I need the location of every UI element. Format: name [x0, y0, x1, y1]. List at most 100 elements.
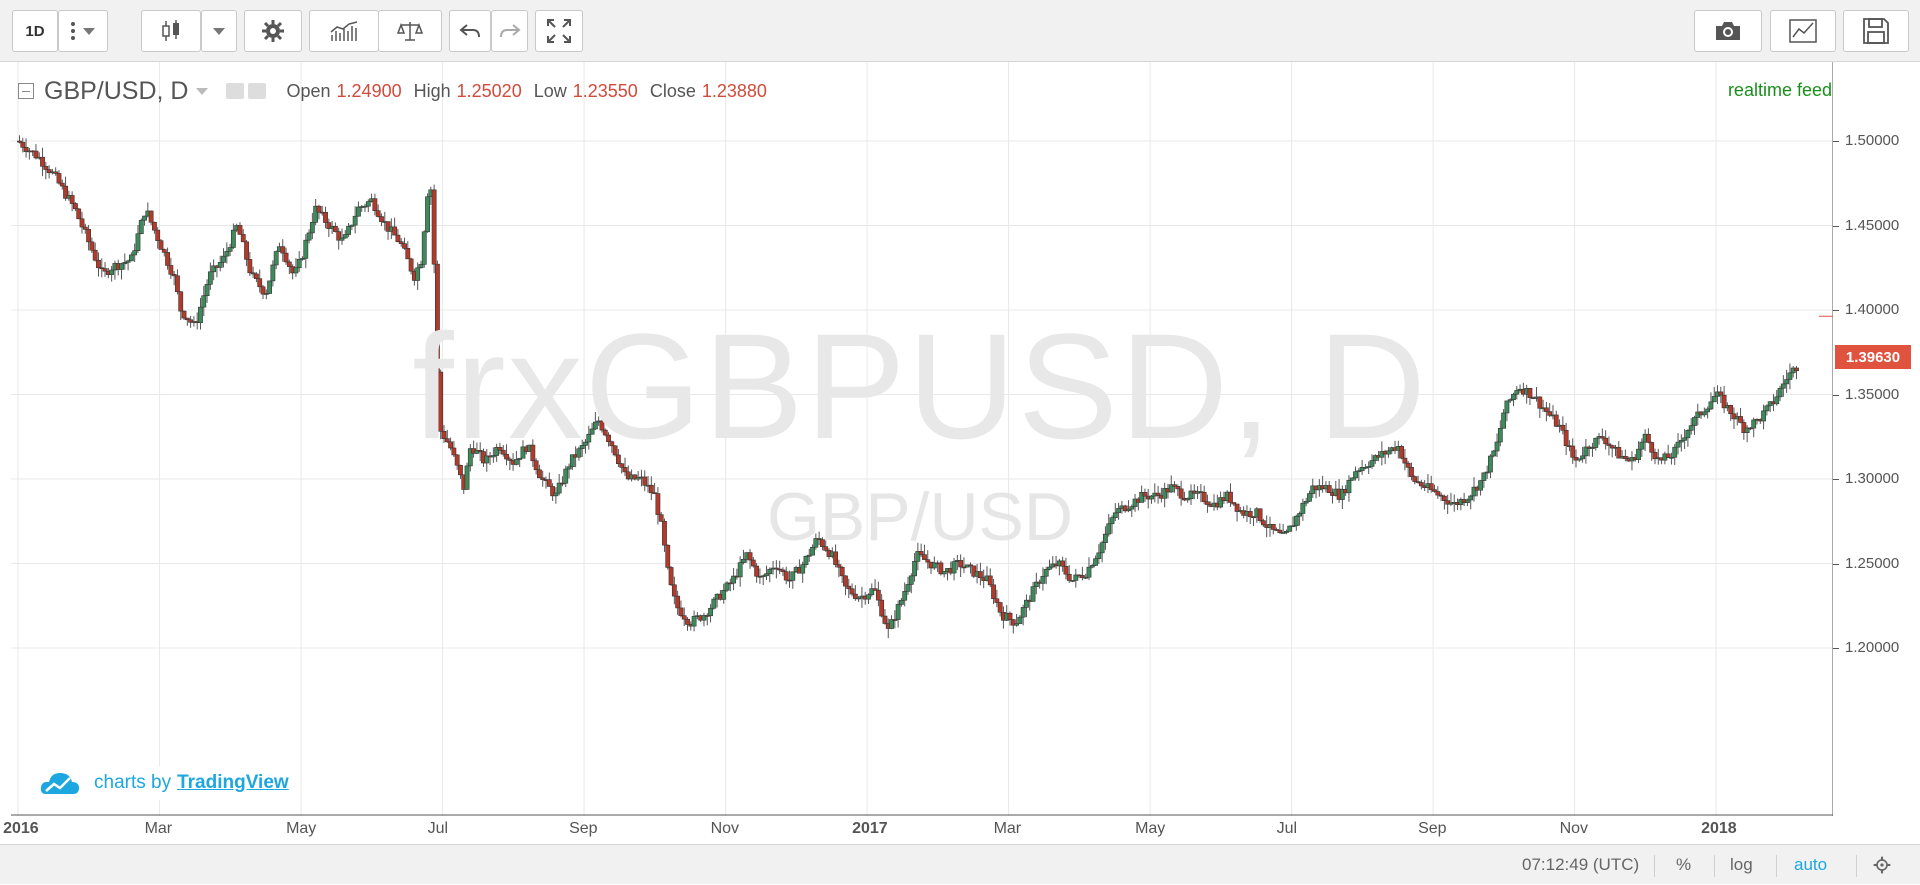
tradingview-link[interactable]: TradingView	[177, 772, 289, 793]
candle-body	[1583, 446, 1589, 457]
candle-body	[204, 284, 210, 297]
price-tick-label: 1.30000	[1845, 470, 1900, 487]
log-toggle[interactable]: log	[1730, 855, 1753, 874]
candle-body	[1590, 447, 1595, 449]
candle-body	[1728, 405, 1734, 415]
candle-body	[82, 226, 88, 230]
candle-body	[1070, 580, 1075, 582]
fullscreen-button[interactable]	[535, 10, 583, 52]
interval-button[interactable]: 1D	[12, 10, 58, 52]
time-tick-label: 2016	[3, 820, 39, 837]
candle-body	[56, 173, 62, 184]
candle-body	[517, 457, 523, 460]
candle-body	[1603, 437, 1609, 445]
candle-body	[971, 565, 977, 577]
chevron-down-icon[interactable]	[196, 87, 209, 95]
candle-body	[76, 208, 82, 220]
candle-body	[254, 273, 259, 279]
candle-body	[102, 268, 108, 272]
candle-body	[816, 538, 822, 540]
percent-toggle[interactable]: %	[1676, 855, 1692, 874]
candle-body	[1185, 498, 1191, 501]
candle-body	[300, 258, 305, 260]
snapshot-button[interactable]	[1694, 10, 1762, 52]
interval-dropdown-button[interactable]	[58, 10, 108, 52]
candle-body	[247, 259, 253, 274]
time-tick-label: 2018	[1701, 820, 1737, 837]
series-legend: GBP/USD, D Open 1.24900 High 1.25020 Low…	[18, 76, 779, 106]
settings-button[interactable]	[1872, 845, 1892, 885]
chart-style-button[interactable]	[141, 10, 201, 52]
candle-body	[1024, 599, 1029, 608]
candle-body	[635, 477, 641, 480]
save-button[interactable]	[1843, 10, 1909, 52]
candle-body	[402, 243, 407, 249]
candle-body	[1234, 503, 1240, 512]
candle-body	[583, 441, 588, 446]
price-tick-mark	[1833, 479, 1839, 480]
chart-pane[interactable]	[11, 62, 1833, 816]
candle-body	[286, 261, 292, 267]
candle-body	[73, 203, 78, 210]
candle-body	[1412, 476, 1418, 482]
candle-body	[467, 448, 473, 467]
gear-icon[interactable]	[248, 83, 267, 99]
candle-body	[63, 185, 68, 199]
candle-body	[1405, 462, 1411, 468]
candle-body	[1488, 455, 1493, 473]
candle-body	[395, 234, 401, 242]
candle-body	[392, 226, 398, 236]
candle-body	[869, 588, 875, 596]
candle-body	[59, 182, 65, 187]
candle-body	[79, 218, 85, 228]
candles	[17, 135, 1799, 639]
candle-body	[803, 556, 809, 565]
candle-body	[1063, 565, 1069, 575]
candle-body	[23, 147, 29, 152]
redo-button[interactable]	[491, 10, 528, 52]
auto-scale-toggle[interactable]: auto	[1794, 855, 1828, 874]
collapse-legend-button[interactable]	[18, 83, 34, 99]
candle-body	[69, 195, 75, 204]
candle-body	[724, 582, 730, 591]
undo-button[interactable]	[449, 10, 491, 52]
eye-icon[interactable]	[226, 83, 245, 99]
tradingview-attribution[interactable]: charts by TradingView	[36, 766, 293, 800]
candle-body	[1040, 575, 1046, 584]
candle-body	[1649, 442, 1655, 453]
candle-body	[333, 225, 338, 232]
indicators-button[interactable]	[309, 10, 379, 52]
chart-style-dropdown[interactable]	[201, 10, 237, 52]
candle-body	[122, 262, 128, 265]
candle-body	[342, 234, 348, 239]
candle-body	[681, 615, 687, 620]
candle-body	[1386, 450, 1391, 455]
clock-utc[interactable]: 07:12:49 (UTC)	[1522, 855, 1640, 874]
candle-body	[875, 589, 881, 601]
close-value: 1.23880	[701, 80, 767, 101]
candle-body	[1103, 533, 1108, 543]
candle-body	[346, 226, 351, 235]
compare-button[interactable]	[378, 10, 442, 52]
candle-body	[833, 551, 838, 565]
candle-body	[349, 224, 355, 227]
candle-body	[820, 539, 825, 547]
candle-body	[931, 562, 937, 569]
settings-button[interactable]	[244, 10, 302, 52]
chart-properties-button[interactable]	[1770, 10, 1836, 52]
candle-body	[375, 210, 381, 217]
last-price-label: 1.39630	[1835, 345, 1911, 369]
series-symbol[interactable]: GBP/USD, D	[44, 76, 189, 105]
candle-body	[1744, 427, 1750, 433]
candle-body	[1188, 490, 1194, 500]
candle-body	[356, 206, 361, 217]
candle-body	[1507, 399, 1513, 402]
candle-body	[780, 569, 786, 572]
candle-body	[1537, 396, 1543, 409]
candle-body	[1142, 492, 1148, 497]
price-tick-mark	[1833, 310, 1839, 311]
candle-body	[843, 575, 848, 587]
candle-body	[477, 450, 483, 452]
candle-body	[882, 615, 888, 624]
candle-body	[918, 551, 924, 555]
